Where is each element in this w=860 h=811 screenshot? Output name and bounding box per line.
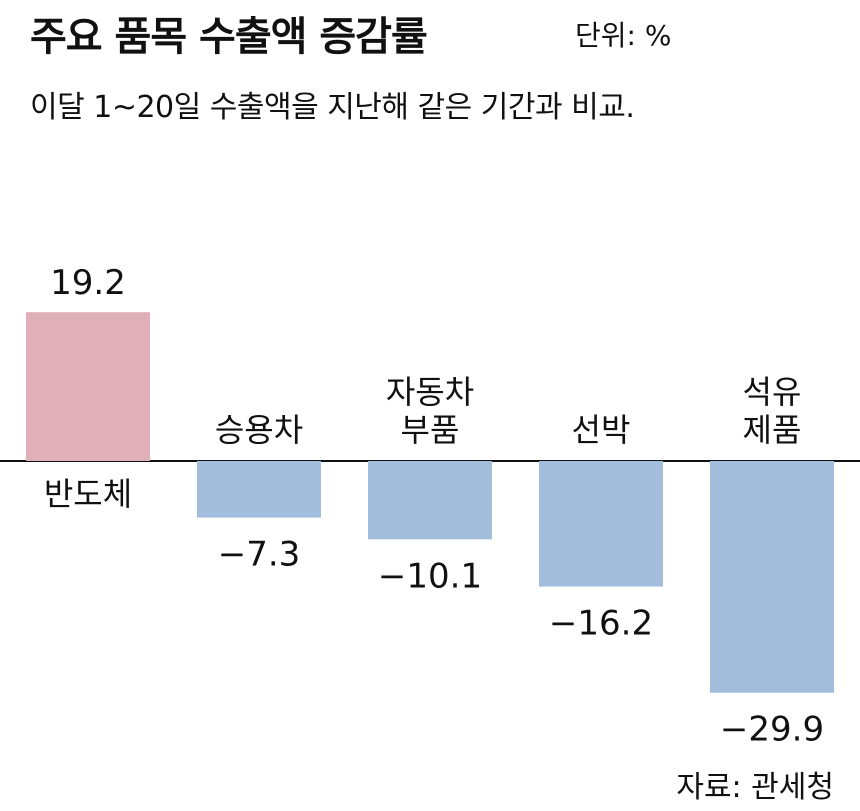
source-note: 자료: 관세청 [676, 770, 834, 805]
value-label-2: −10.1 [378, 556, 482, 596]
bar-2 [368, 461, 492, 540]
bar-1 [197, 461, 321, 518]
category-label-4-1: 제품 [743, 411, 802, 449]
bar-4 [710, 461, 834, 693]
category-label-0: 반도체 [44, 475, 132, 513]
category-label-2-0: 자동차 [386, 373, 474, 411]
category-label-2-1: 부품 [401, 411, 460, 449]
value-label-3: −16.2 [549, 604, 653, 644]
chart-subtitle: 이달 1~20일 수출액을 지난해 같은 기간과 비교. [30, 90, 635, 125]
category-label-1: 승용차 [215, 411, 303, 449]
chart-title: 주요 품목 수출액 증감률 [30, 14, 428, 60]
bar-3 [539, 461, 663, 587]
unit-label: 단위: % [575, 19, 672, 52]
value-label-4: −29.9 [720, 710, 824, 750]
category-label-3: 선박 [572, 411, 631, 449]
value-label-0: 19.2 [50, 263, 126, 303]
value-label-1: −7.3 [218, 535, 301, 575]
category-label-4-0: 석유 [743, 373, 802, 411]
bar-0 [26, 312, 150, 461]
